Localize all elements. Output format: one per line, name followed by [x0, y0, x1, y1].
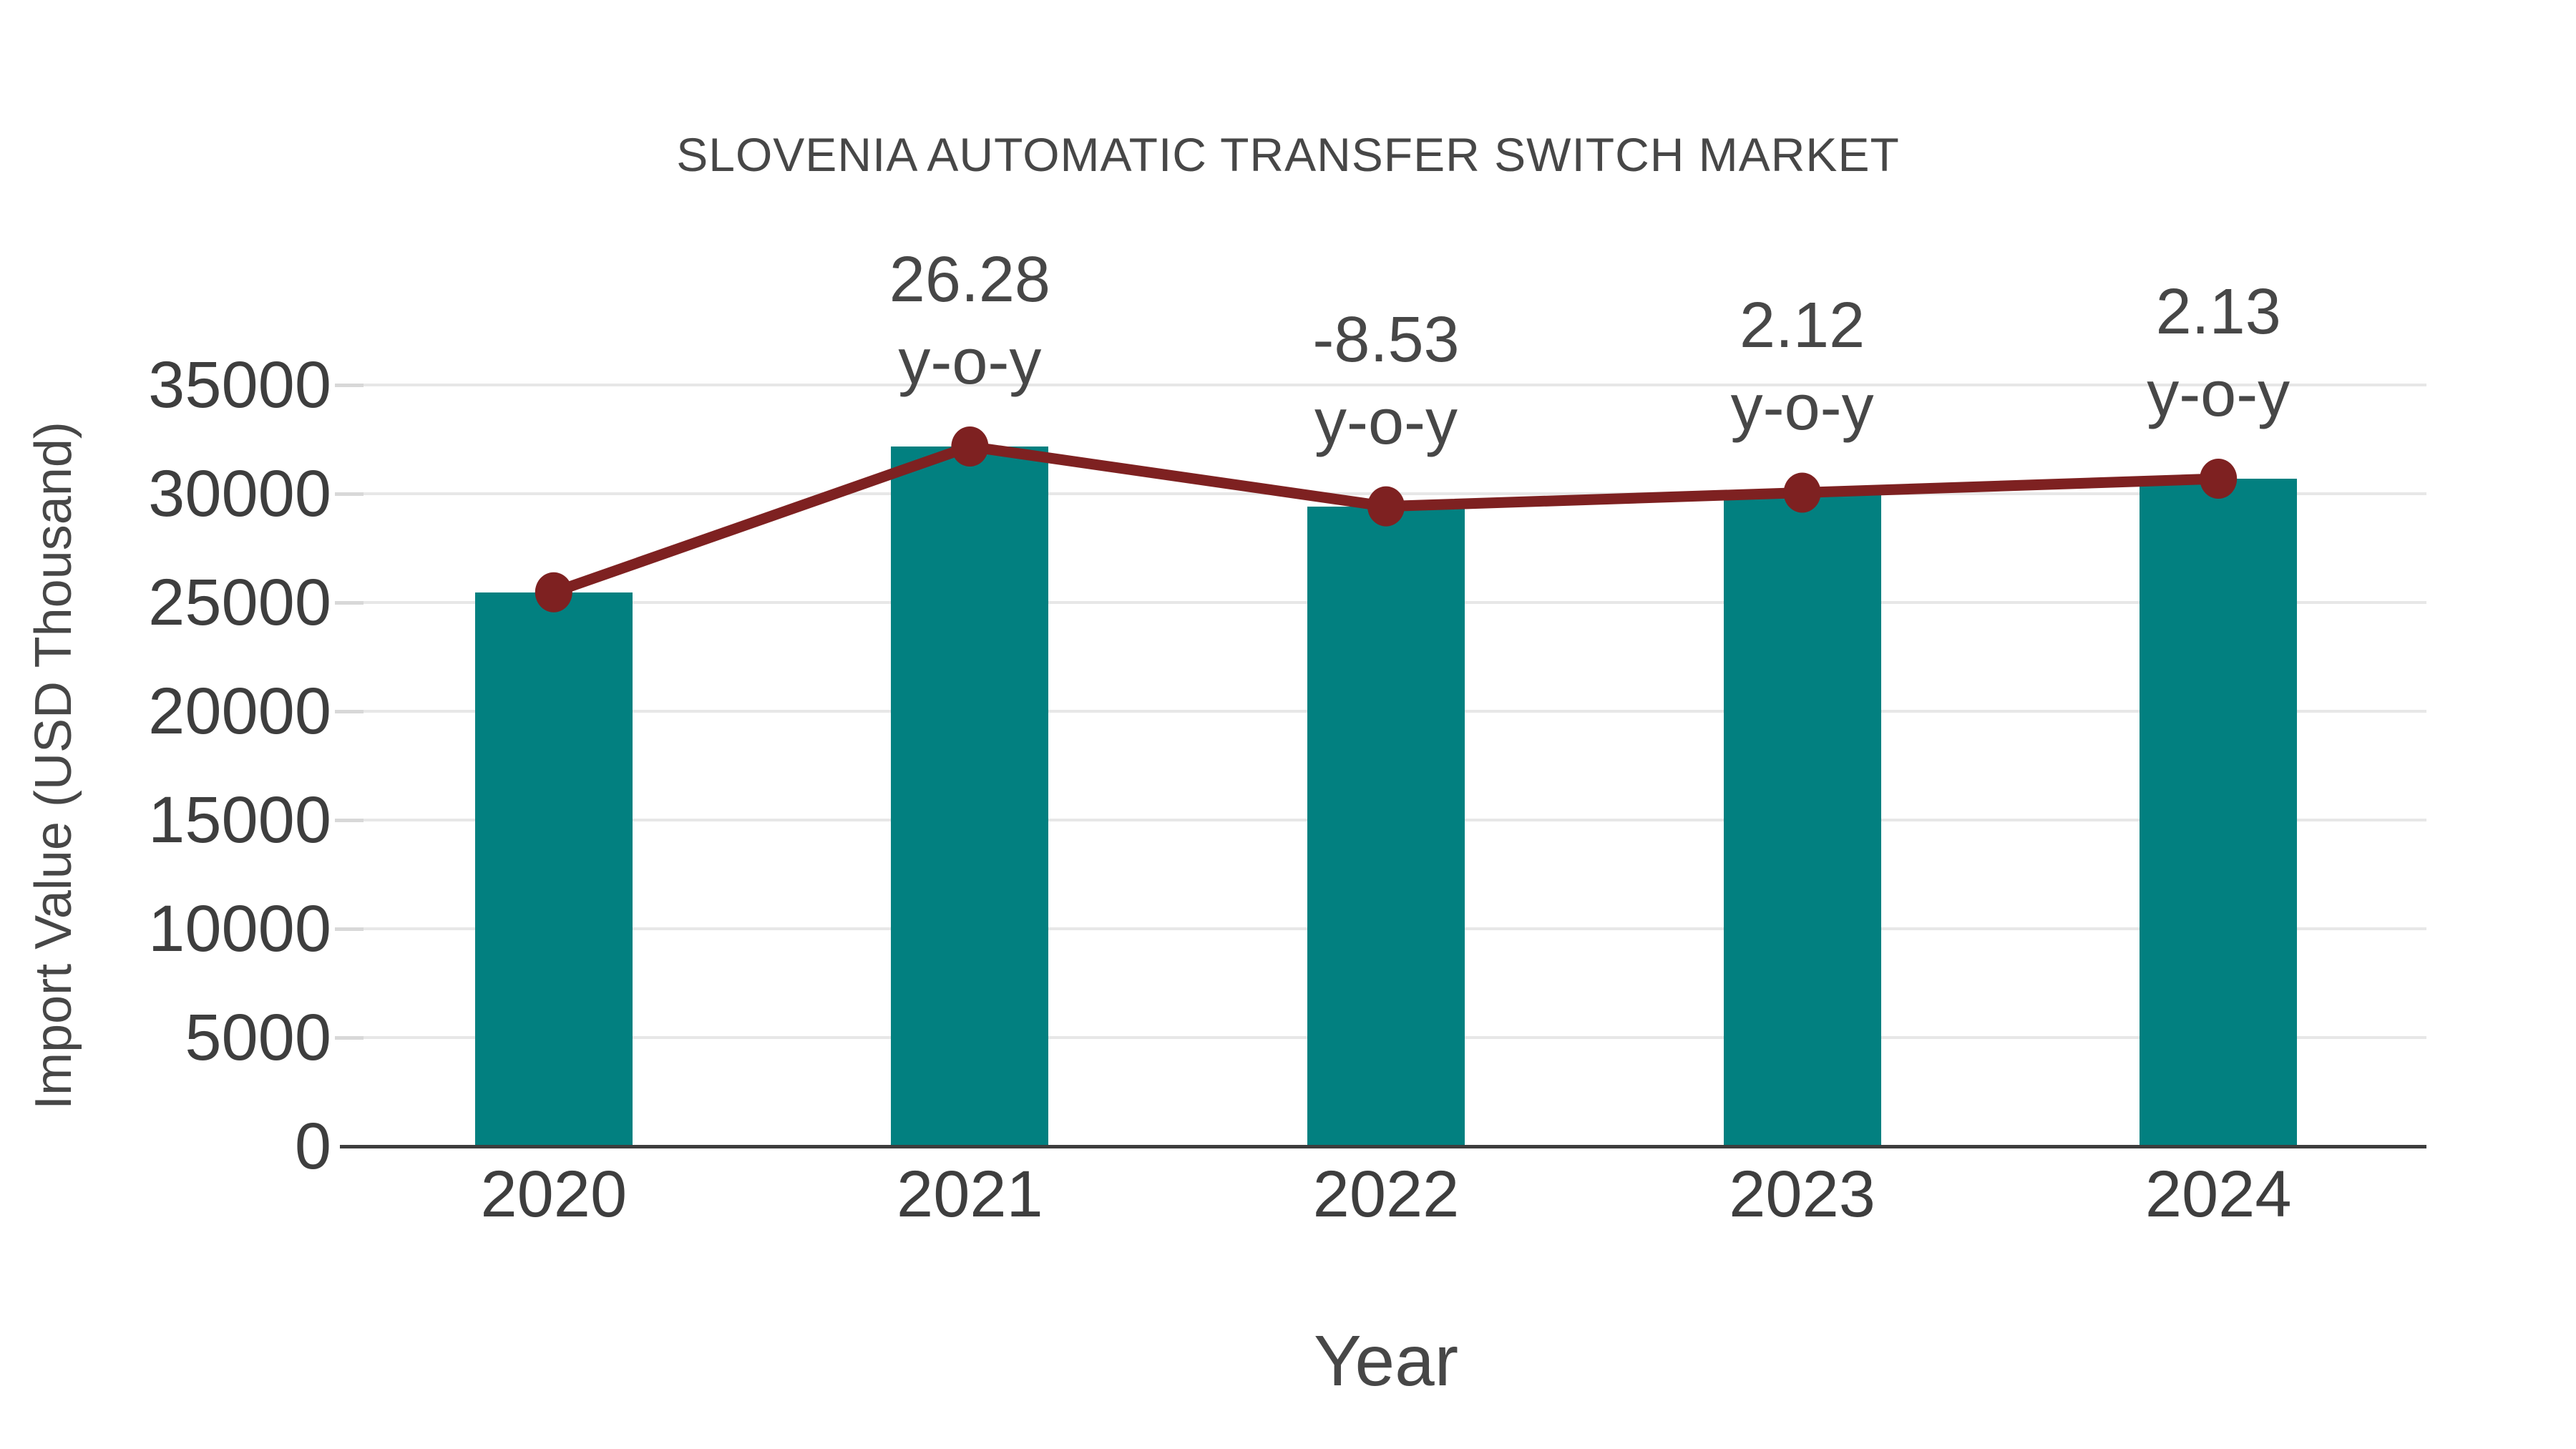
annotation-value: 26.28 — [889, 244, 1050, 316]
y-tick-label-5000: 5000 — [185, 1001, 331, 1074]
y-tick-mark-15000 — [335, 819, 364, 822]
x-tick-label-2022: 2022 — [1312, 1158, 1460, 1231]
annotation-label: y-o-y — [2147, 358, 2290, 431]
annotation-2024: 2.13 y-o-y — [2004, 271, 2433, 436]
annotation-value: 2.12 — [1740, 290, 1865, 362]
annotation-2023: 2.12 y-o-y — [1588, 285, 2017, 449]
x-tick-label-2020: 2020 — [480, 1158, 628, 1231]
annotation-value: 2.13 — [2155, 276, 2281, 348]
y-tick-label-0: 0 — [294, 1110, 331, 1183]
bar-2020 — [474, 592, 633, 1148]
x-axis-line — [340, 1145, 2426, 1148]
y-tick-label-25000: 25000 — [148, 566, 331, 639]
annotation-value: -8.53 — [1312, 303, 1460, 376]
bar-2021 — [891, 447, 1049, 1148]
bar-2022 — [1307, 506, 1465, 1148]
line-marker-2020 — [535, 572, 572, 613]
bar-2024 — [2140, 479, 2298, 1148]
x-axis-title: Year — [1313, 1321, 1459, 1401]
y-tick-mark-20000 — [335, 710, 364, 713]
x-tick-label-2024: 2024 — [2145, 1158, 2292, 1231]
line-marker-2023 — [1783, 472, 1821, 513]
y-tick-mark-25000 — [335, 601, 364, 605]
line-marker-2024 — [2200, 459, 2238, 499]
annotation-2021: 26.28 y-o-y — [755, 239, 1184, 404]
line-marker-2022 — [1367, 486, 1405, 527]
annotation-label: y-o-y — [898, 326, 1042, 399]
y-tick-label-10000: 10000 — [148, 892, 331, 965]
y-tick-mark-5000 — [335, 1036, 364, 1040]
chart-title: SLOVENIA AUTOMATIC TRANSFER SWITCH MARKE… — [676, 128, 1900, 181]
y-tick-mark-10000 — [335, 927, 364, 931]
bar-2023 — [1723, 492, 1881, 1148]
annotation-label: y-o-y — [1730, 372, 1874, 444]
annotation-2022: -8.53 y-o-y — [1171, 299, 1601, 464]
annotation-label: y-o-y — [1314, 386, 1458, 458]
gridline-35000 — [346, 384, 2426, 386]
y-tick-label-15000: 15000 — [148, 784, 331, 857]
y-tick-label-20000: 20000 — [148, 675, 331, 748]
y-tick-mark-35000 — [335, 384, 364, 387]
x-tick-label-2023: 2023 — [1729, 1158, 1875, 1231]
y-tick-label-30000: 30000 — [148, 457, 331, 530]
y-tick-label-35000: 35000 — [148, 348, 331, 421]
y-tick-mark-30000 — [335, 492, 364, 496]
line-marker-2021 — [951, 426, 989, 467]
x-tick-label-2021: 2021 — [897, 1158, 1043, 1231]
